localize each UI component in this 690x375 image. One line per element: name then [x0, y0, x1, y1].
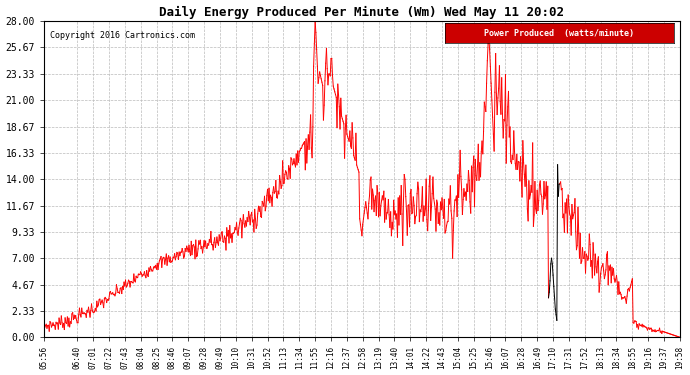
Title: Daily Energy Produced Per Minute (Wm) Wed May 11 20:02: Daily Energy Produced Per Minute (Wm) We…: [159, 6, 564, 19]
Text: Copyright 2016 Cartronics.com: Copyright 2016 Cartronics.com: [50, 31, 195, 40]
